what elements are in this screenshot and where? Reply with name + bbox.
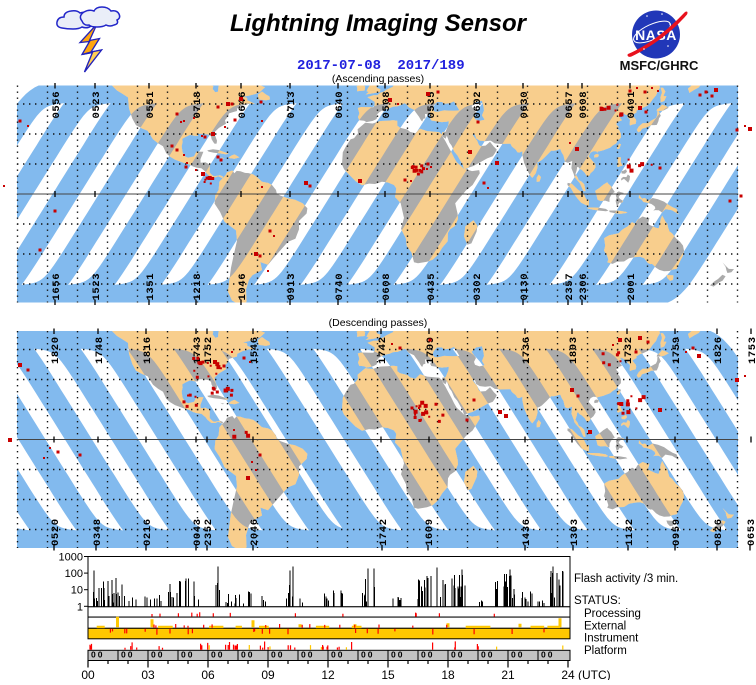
svg-text:100: 100 [65,568,83,580]
svg-text:1753: 1753 [747,336,756,364]
svg-text:00: 00 [301,650,314,660]
svg-text:1732: 1732 [623,336,635,364]
svg-text:18: 18 [441,668,455,680]
svg-text:00: 00 [241,650,254,660]
svg-text:0826: 0826 [713,518,725,546]
svg-text:0640: 0640 [334,91,346,119]
svg-text:2357: 2357 [564,273,576,301]
svg-text:1820: 1820 [50,336,62,364]
svg-text:1: 1 [77,601,83,613]
svg-text:2306: 2306 [578,273,590,301]
svg-text:1656: 1656 [51,273,63,301]
svg-text:0435: 0435 [426,273,438,301]
svg-text:1803: 1803 [568,336,580,364]
svg-text:Platform: Platform [584,645,627,657]
svg-text:1000: 1000 [59,552,83,564]
svg-text:00: 00 [361,650,374,660]
svg-text:(Ascending passes): (Ascending passes) [332,73,424,85]
svg-text:Flash activity /3 min.: Flash activity /3 min. [574,573,678,585]
svg-text:2352: 2352 [203,518,215,546]
svg-text:1546: 1546 [249,336,261,364]
svg-text:(UTC): (UTC) [578,668,611,680]
svg-text:(Descending passes): (Descending passes) [329,317,428,329]
svg-text:2046: 2046 [249,518,261,546]
svg-text:0535: 0535 [426,91,438,119]
svg-text:15: 15 [381,668,395,680]
svg-text:00: 00 [91,650,104,660]
svg-text:1736: 1736 [521,336,533,364]
svg-text:2017-07-08: 2017-07-08 [297,58,381,74]
svg-text:1132: 1132 [624,518,636,546]
svg-text:0520: 0520 [50,518,62,546]
svg-text:1351: 1351 [145,273,157,301]
svg-text:0523: 0523 [91,91,103,119]
svg-text:0508: 0508 [381,91,393,119]
svg-text:0302: 0302 [472,273,484,301]
svg-text:0959: 0959 [671,518,683,546]
svg-text:0740: 0740 [334,273,346,301]
svg-text:0913: 0913 [286,273,298,301]
svg-text:03: 03 [141,668,155,680]
svg-text:12: 12 [321,668,335,680]
svg-text:2001: 2001 [626,273,638,301]
svg-text:0551: 0551 [145,91,157,119]
svg-text:1826: 1826 [713,336,725,364]
svg-text:1436: 1436 [521,518,533,546]
svg-text:0657: 0657 [564,91,576,119]
svg-text:1759: 1759 [671,336,683,364]
svg-text:0713: 0713 [286,91,298,119]
svg-text:09: 09 [261,668,275,680]
svg-text:0646: 0646 [237,91,249,119]
svg-text:24: 24 [561,668,575,680]
svg-text:21: 21 [501,668,515,680]
svg-text:2017/189: 2017/189 [397,58,464,74]
svg-text:00: 00 [121,650,134,660]
svg-text:External: External [584,620,626,632]
svg-text:1523: 1523 [91,273,103,301]
svg-text:1609: 1609 [424,518,436,546]
svg-text:00: 00 [481,650,494,660]
svg-text:0043: 0043 [192,518,204,546]
svg-text:00: 00 [391,650,404,660]
svg-text:00: 00 [511,650,524,660]
svg-text:0216: 0216 [142,518,154,546]
svg-text:0602: 0602 [472,91,484,119]
svg-text:0718: 0718 [192,91,204,119]
svg-text:STATUS:: STATUS: [574,595,621,607]
svg-text:0556: 0556 [51,91,63,119]
svg-text:Processing: Processing [584,608,641,620]
svg-text:00: 00 [541,650,554,660]
svg-text:06: 06 [201,668,215,680]
svg-text:0608: 0608 [381,273,393,301]
svg-text:Instrument: Instrument [584,633,639,645]
svg-text:00: 00 [81,668,95,680]
svg-text:1742: 1742 [378,518,390,546]
svg-text:1046: 1046 [237,273,249,301]
svg-text:00: 00 [271,650,284,660]
svg-text:10: 10 [71,585,83,597]
svg-text:1303: 1303 [569,518,581,546]
svg-text:MSFC/GHRC: MSFC/GHRC [620,58,699,73]
svg-text:00: 00 [211,650,224,660]
svg-text:0653: 0653 [746,518,756,546]
svg-text:0630: 0630 [519,91,531,119]
svg-text:0608: 0608 [578,91,590,119]
svg-text:0130: 0130 [519,273,531,301]
svg-text:0348: 0348 [92,518,104,546]
svg-text:00: 00 [151,650,164,660]
svg-text:1752: 1752 [203,336,215,364]
svg-text:0401: 0401 [626,91,638,119]
svg-text:1748: 1748 [94,336,106,364]
svg-text:1742: 1742 [377,336,389,364]
svg-text:00: 00 [421,650,434,660]
svg-text:1218: 1218 [192,273,204,301]
svg-text:Lightning Imaging Sensor: Lightning Imaging Sensor [230,10,528,37]
svg-text:1816: 1816 [142,336,154,364]
svg-text:00: 00 [181,650,194,660]
svg-text:1709: 1709 [425,336,437,364]
svg-text:00: 00 [451,650,464,660]
svg-text:00: 00 [331,650,344,660]
